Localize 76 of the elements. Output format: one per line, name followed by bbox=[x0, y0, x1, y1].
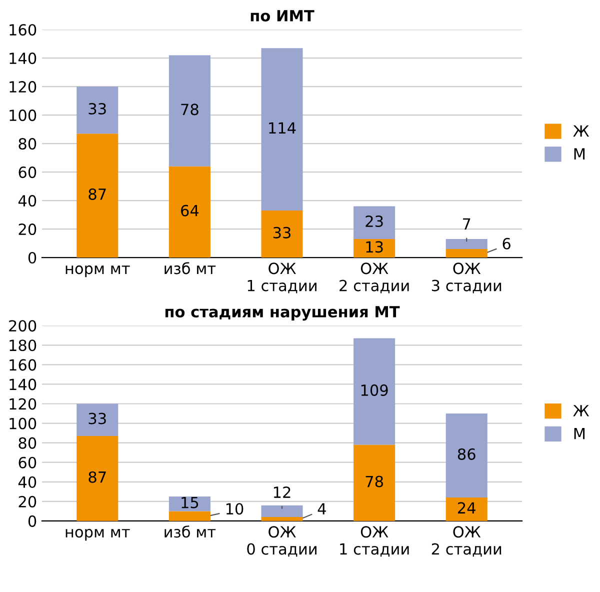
bar bbox=[76, 86, 118, 134]
y-tick-label: 80 bbox=[18, 437, 36, 449]
legend-label: Ж bbox=[573, 405, 590, 416]
bar bbox=[168, 496, 210, 512]
y-tick-label: 0 bbox=[28, 515, 36, 527]
data-label: 87 bbox=[88, 188, 106, 200]
bar bbox=[168, 166, 210, 258]
x-tick-label: норм мт bbox=[66, 528, 130, 541]
bar bbox=[261, 517, 303, 521]
data-label: 86 bbox=[458, 448, 476, 460]
data-label: 15 bbox=[182, 496, 198, 508]
bar bbox=[354, 338, 396, 445]
x-tick-label: ОЖ 1 стадии bbox=[340, 526, 409, 557]
x-tick-label: изб мт bbox=[164, 262, 216, 274]
bar bbox=[261, 210, 303, 258]
y-tick-label: 140 bbox=[10, 52, 36, 64]
bar bbox=[446, 248, 488, 258]
x-tick-label: ОЖ 3 стадии bbox=[432, 262, 502, 294]
x-tick-label: изб мт bbox=[164, 526, 216, 538]
data-label: 78 bbox=[181, 104, 198, 116]
bar bbox=[261, 505, 303, 518]
data-label: 6 bbox=[502, 238, 510, 250]
bar bbox=[446, 414, 488, 498]
chart-title: по ИМТ bbox=[250, 10, 314, 22]
data-label: 114 bbox=[269, 122, 296, 134]
chart-title: по стадиям нарушения МТ bbox=[165, 306, 400, 321]
y-tick-label: 140 bbox=[10, 378, 36, 390]
bar bbox=[354, 239, 396, 258]
bar bbox=[168, 55, 210, 166]
y-tick-label: 200 bbox=[9, 320, 36, 332]
y-tick-label: 180 bbox=[10, 340, 36, 352]
data-label: 12 bbox=[274, 486, 290, 498]
y-tick-label: 60 bbox=[18, 166, 36, 178]
x-tick-label: ОЖ 1 стадии bbox=[248, 262, 316, 294]
data-label: 109 bbox=[361, 384, 388, 396]
data-label: 33 bbox=[273, 226, 290, 238]
bar bbox=[354, 444, 396, 521]
data-label: 33 bbox=[88, 102, 106, 115]
data-label: 7 bbox=[463, 218, 470, 230]
x-tick-label: ОЖ 0 стадии bbox=[247, 526, 316, 557]
data-label: 4 bbox=[318, 503, 326, 514]
y-tick-label: 80 bbox=[18, 138, 36, 150]
data-label: 23 bbox=[366, 215, 383, 228]
data-label: 10 bbox=[226, 503, 244, 515]
y-tick-label: 40 bbox=[18, 476, 36, 488]
bar bbox=[168, 511, 210, 521]
x-tick-label: норм мт bbox=[66, 265, 130, 278]
y-tick-label: 160 bbox=[10, 359, 36, 371]
legend-label: Ж bbox=[573, 125, 590, 137]
y-tick-label: 120 bbox=[10, 398, 36, 410]
bar bbox=[446, 239, 488, 249]
y-tick-label: 100 bbox=[10, 110, 36, 122]
data-label: 24 bbox=[458, 502, 476, 514]
y-tick-label: 100 bbox=[10, 418, 36, 430]
legend-label: М bbox=[574, 148, 585, 160]
y-tick-label: 20 bbox=[18, 496, 36, 508]
data-label: 78 bbox=[366, 476, 383, 488]
y-tick-label: 0 bbox=[28, 252, 36, 264]
x-tick-label: ОЖ 2 стадии bbox=[340, 262, 409, 294]
bar bbox=[76, 134, 118, 258]
bar bbox=[354, 206, 396, 239]
bar bbox=[76, 404, 118, 436]
data-label: 13 bbox=[366, 241, 383, 253]
bar bbox=[76, 436, 118, 521]
y-tick-label: 120 bbox=[10, 81, 36, 93]
x-tick-label: ОЖ 2 стадии bbox=[432, 526, 502, 557]
data-label: 64 bbox=[181, 204, 199, 216]
data-label: 87 bbox=[88, 471, 106, 483]
bar bbox=[261, 48, 303, 211]
bar bbox=[446, 498, 488, 521]
y-tick-label: 20 bbox=[18, 223, 36, 236]
data-label: 33 bbox=[88, 412, 106, 424]
y-tick-label: 160 bbox=[10, 24, 36, 36]
legend-label: М bbox=[574, 428, 585, 440]
y-tick-label: 40 bbox=[18, 195, 36, 207]
y-tick-label: 60 bbox=[18, 456, 36, 468]
